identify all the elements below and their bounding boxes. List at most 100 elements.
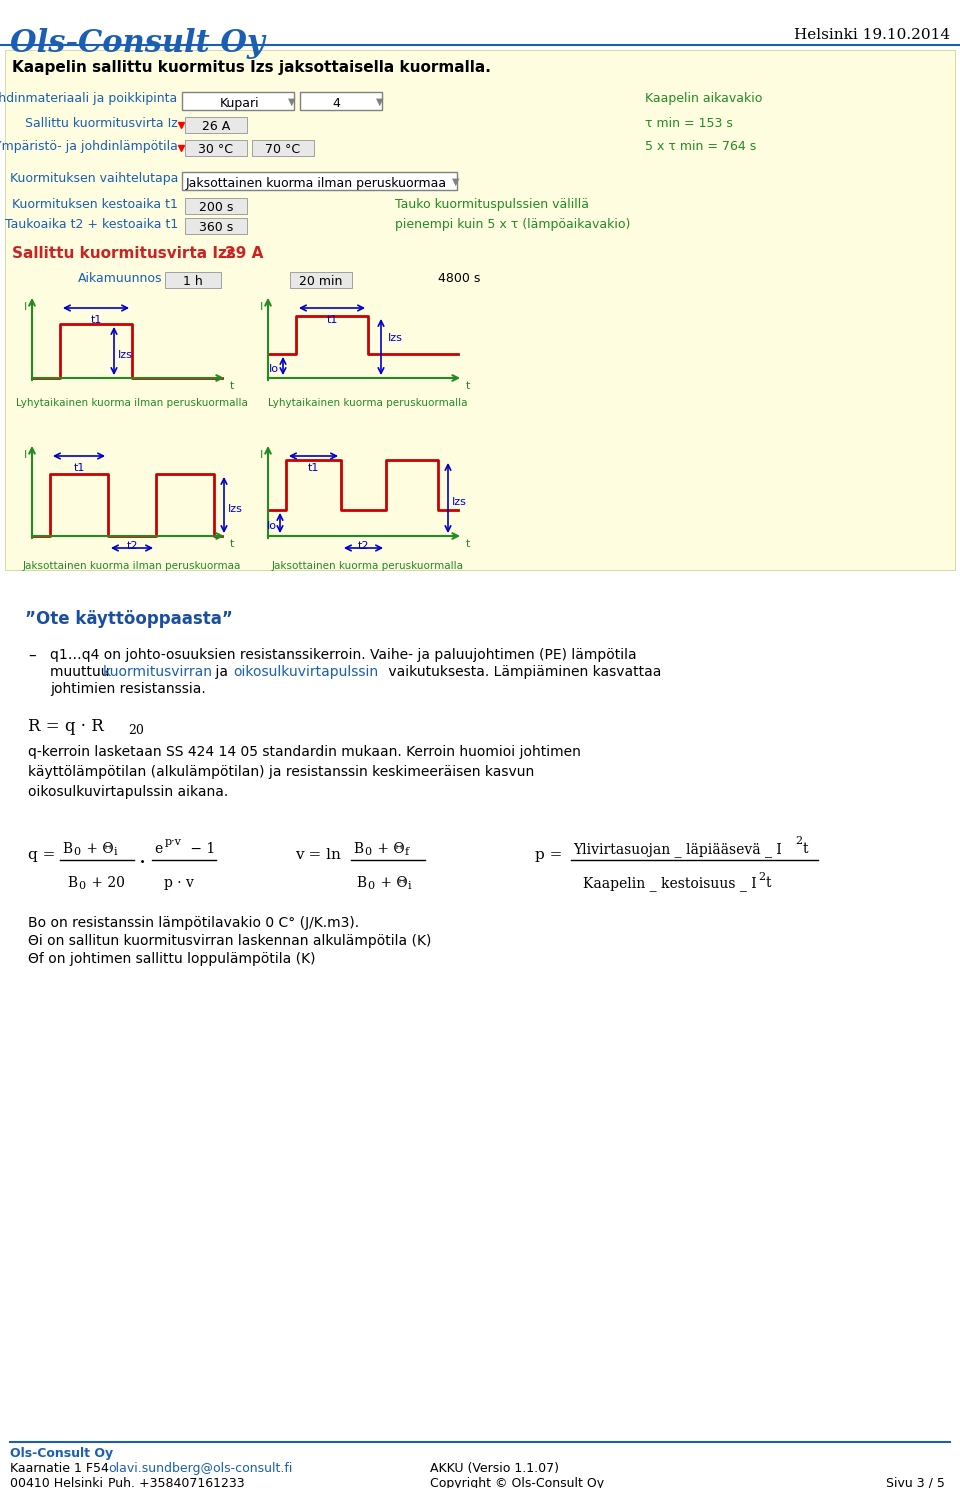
Text: ▼: ▼ — [376, 97, 383, 107]
Text: Ols-Consult Oy: Ols-Consult Oy — [10, 28, 265, 60]
Text: t: t — [466, 539, 470, 549]
Text: I: I — [24, 302, 27, 312]
Text: I: I — [260, 449, 263, 460]
Text: e: e — [154, 842, 162, 856]
Text: Bo on resistanssin lämpötilavakio 0 C° (J/K.m3).: Bo on resistanssin lämpötilavakio 0 C° (… — [28, 917, 359, 930]
Text: − 1: − 1 — [186, 842, 215, 856]
Text: B: B — [62, 842, 72, 856]
Text: Ols-Consult Oy: Ols-Consult Oy — [10, 1446, 113, 1460]
Text: Ylivirtasuojan _ läpiääsevä _ I: Ylivirtasuojan _ läpiääsevä _ I — [573, 842, 781, 857]
Text: Izs: Izs — [118, 350, 132, 360]
Text: muuttuu: muuttuu — [50, 665, 114, 679]
Text: t2: t2 — [127, 542, 137, 551]
Text: + Θ: + Θ — [373, 842, 404, 856]
Text: 70 °C: 70 °C — [265, 143, 300, 156]
Text: 29 A: 29 A — [225, 246, 263, 260]
Text: τ min = 153 s: τ min = 153 s — [645, 118, 732, 129]
Text: 0: 0 — [367, 881, 374, 891]
Text: t: t — [466, 381, 470, 391]
Text: Ympäristö- ja johdinlämpötila: Ympäristö- ja johdinlämpötila — [0, 140, 178, 153]
Text: 200 s: 200 s — [199, 201, 233, 214]
Text: Helsinki 19.10.2014: Helsinki 19.10.2014 — [794, 28, 950, 42]
Text: I: I — [260, 302, 263, 312]
Text: i: i — [114, 847, 118, 857]
Text: Izs: Izs — [228, 504, 243, 513]
Text: 0: 0 — [364, 847, 372, 857]
Text: Jaksottainen kuorma ilman peruskuormaa: Jaksottainen kuorma ilman peruskuormaa — [23, 561, 241, 571]
Text: p · v: p · v — [164, 876, 194, 890]
Text: Kuormituksen vaihtelutapa: Kuormituksen vaihtelutapa — [10, 173, 178, 185]
Text: oikosulkuvirtapulssin: oikosulkuvirtapulssin — [233, 665, 378, 679]
Text: p =: p = — [535, 848, 563, 862]
Text: ”Ote käyttöoppaasta”: ”Ote käyttöoppaasta” — [25, 610, 233, 628]
Text: Sallittu kuormitusvirta Izs: Sallittu kuormitusvirta Izs — [12, 246, 236, 260]
Text: 4: 4 — [332, 97, 340, 110]
Text: q1…q4 on johto-osuuksien resistanssikerroin. Vaihe- ja paluujohtimen (PE) lämpöt: q1…q4 on johto-osuuksien resistanssikerr… — [50, 647, 636, 662]
Text: 4800 s: 4800 s — [438, 272, 480, 286]
Text: Johdinmateriaali ja poikkipinta: Johdinmateriaali ja poikkipinta — [0, 92, 178, 106]
Bar — [185, 198, 247, 214]
Text: 26 A: 26 A — [202, 121, 230, 132]
Text: pienempi kuin 5 x τ (lämpöaikavakio): pienempi kuin 5 x τ (lämpöaikavakio) — [395, 219, 631, 231]
Text: Θf on johtimen sallittu loppulämpötila (K): Θf on johtimen sallittu loppulämpötila (… — [28, 952, 316, 966]
Text: t: t — [230, 539, 234, 549]
Text: + 20: + 20 — [87, 876, 125, 890]
Text: johtimien resistanssia.: johtimien resistanssia. — [50, 682, 205, 696]
Bar — [185, 118, 247, 132]
Text: 20: 20 — [128, 725, 144, 737]
Bar — [290, 272, 352, 289]
Text: B: B — [67, 876, 77, 890]
Text: Lyhytaikainen kuorma peruskuormalla: Lyhytaikainen kuorma peruskuormalla — [268, 397, 468, 408]
Text: ja: ja — [211, 665, 232, 679]
Text: ·: · — [139, 853, 146, 873]
Text: Izs: Izs — [388, 333, 403, 344]
Text: ▼: ▼ — [288, 97, 296, 107]
Text: 20 min: 20 min — [300, 275, 343, 289]
Text: Sallittu kuormitusvirta Iz: Sallittu kuormitusvirta Iz — [25, 118, 178, 129]
Text: Kaarnatie 1 F54: Kaarnatie 1 F54 — [10, 1463, 108, 1475]
Text: v = ln: v = ln — [295, 848, 341, 862]
Text: t: t — [230, 381, 234, 391]
Text: q =: q = — [28, 848, 56, 862]
Text: i: i — [408, 881, 412, 891]
Bar — [165, 272, 221, 289]
Text: AKKU (Versio 1.1.07): AKKU (Versio 1.1.07) — [430, 1463, 559, 1475]
Text: R = q · R: R = q · R — [28, 719, 104, 735]
Text: q-kerroin lasketaan SS 424 14 05 standardin mukaan. Kerroin huomioi johtimen
käy: q-kerroin lasketaan SS 424 14 05 standar… — [28, 745, 581, 799]
Text: kuormitusvirran: kuormitusvirran — [103, 665, 213, 679]
Text: B: B — [353, 842, 363, 856]
Text: –: – — [28, 647, 36, 664]
Text: t2: t2 — [358, 542, 370, 551]
Text: 30 °C: 30 °C — [199, 143, 233, 156]
Text: 360 s: 360 s — [199, 222, 233, 234]
Text: t1: t1 — [73, 463, 84, 473]
Text: 0: 0 — [73, 847, 80, 857]
Text: ▼: ▼ — [452, 177, 460, 187]
Text: 2: 2 — [758, 872, 765, 882]
Text: Kaapelin aikavakio: Kaapelin aikavakio — [645, 92, 762, 106]
Bar — [182, 173, 457, 190]
Text: Lyhytaikainen kuorma ilman peruskuormalla: Lyhytaikainen kuorma ilman peruskuormall… — [16, 397, 248, 408]
Text: vaikutuksesta. Lämpiäminen kasvattaa: vaikutuksesta. Lämpiäminen kasvattaa — [384, 665, 661, 679]
Text: Copyright © Ols-Consult Oy: Copyright © Ols-Consult Oy — [430, 1478, 604, 1488]
Text: t1: t1 — [308, 463, 319, 473]
Text: Kuormituksen kestoaika t1: Kuormituksen kestoaika t1 — [12, 198, 178, 211]
Text: 00410 Helsinki: 00410 Helsinki — [10, 1478, 103, 1488]
Bar — [300, 92, 382, 110]
Text: 5 x τ min = 764 s: 5 x τ min = 764 s — [645, 140, 756, 153]
Text: t1: t1 — [326, 315, 338, 324]
Text: Kaapelin sallittu kuormitus Izs jaksottaisella kuormalla.: Kaapelin sallittu kuormitus Izs jaksotta… — [12, 60, 491, 74]
Text: Taukoaika t2 + kestoaika t1: Taukoaika t2 + kestoaika t1 — [5, 219, 178, 231]
Bar — [252, 140, 314, 156]
Text: B: B — [356, 876, 366, 890]
Text: Tauko kuormituspulssien välillä: Tauko kuormituspulssien välillä — [395, 198, 589, 211]
Bar — [5, 51, 955, 570]
Text: 0: 0 — [78, 881, 85, 891]
Text: f: f — [405, 847, 409, 857]
Text: Jaksottainen kuorma ilman peruskuormaa: Jaksottainen kuorma ilman peruskuormaa — [185, 177, 446, 190]
Text: Sivu 3 / 5: Sivu 3 / 5 — [886, 1478, 945, 1488]
Text: Io: Io — [269, 365, 279, 373]
Text: Aikamuunnos: Aikamuunnos — [78, 272, 162, 286]
Bar — [185, 140, 247, 156]
Text: t1: t1 — [90, 315, 102, 324]
